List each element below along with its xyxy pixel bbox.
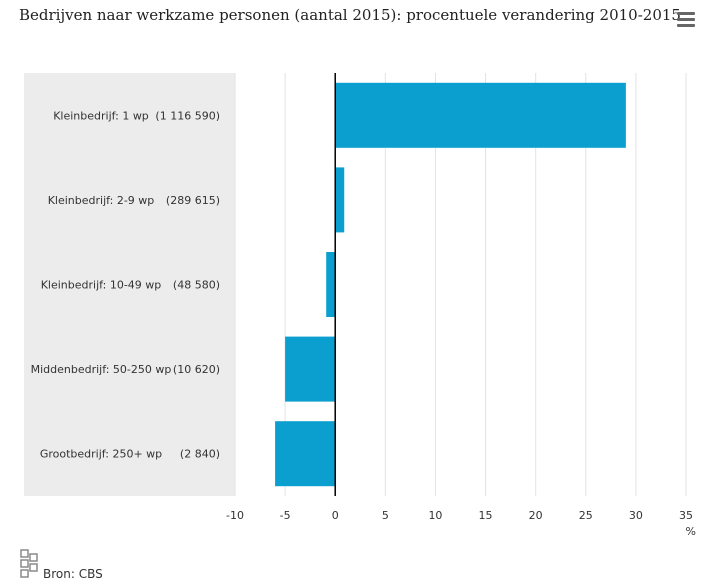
category-label: Middenbedrijf: 50-250 wp	[31, 363, 172, 376]
x-tick-label: 10	[428, 509, 442, 522]
chart-title: Bedrijven naar werkzame personen (aantal…	[19, 6, 681, 24]
category-label: Kleinbedrijf: 2-9 wp	[48, 194, 155, 207]
category-count: (2 840)	[180, 448, 220, 461]
category-count: (10 620)	[173, 363, 220, 376]
bars	[275, 82, 626, 487]
x-axis-ticks: -10 -5 0 5 10 15 20 25 30 35	[226, 509, 693, 522]
x-tick-label: -5	[280, 509, 291, 522]
x-axis-unit-label: %	[686, 525, 696, 538]
x-tick-label: 25	[579, 509, 593, 522]
hamburger-menu-icon-line	[677, 24, 695, 27]
category-count: (48 580)	[173, 279, 220, 292]
hamburger-menu-icon	[677, 12, 695, 15]
category-label: Grootbedrijf: 250+ wp	[40, 448, 162, 461]
x-tick-label: 30	[629, 509, 643, 522]
category-label: Kleinbedrijf: 10-49 wp	[41, 279, 162, 292]
x-tick-label: 20	[529, 509, 543, 522]
bar[interactable]	[275, 421, 336, 487]
bar[interactable]	[326, 252, 336, 317]
x-tick-label: -10	[226, 509, 244, 522]
source-credit: Bron: CBS	[20, 549, 103, 581]
category-labels: Kleinbedrijf: 1 wp (1 116 590) Kleinbedrij…	[31, 109, 220, 460]
category-count: (289 615)	[166, 194, 220, 207]
x-tick-label: 0	[332, 509, 339, 522]
hamburger-menu-icon-line	[677, 18, 695, 21]
cbs-logo-icon	[20, 549, 38, 578]
x-tick-label: 5	[382, 509, 389, 522]
category-label: Kleinbedrijf: 1 wp	[53, 109, 149, 122]
chart-menu-button[interactable]	[677, 12, 695, 28]
bar[interactable]	[285, 336, 336, 402]
category-label-panel	[24, 73, 235, 496]
bar[interactable]	[335, 82, 626, 148]
bar-chart: Kleinbedrijf: 1 wp (1 116 590) Kleinbedrij…	[24, 73, 696, 538]
source-label: Bron: CBS	[43, 567, 103, 581]
x-tick-label: 35	[679, 509, 693, 522]
bar[interactable]	[335, 167, 345, 233]
category-count: (1 116 590)	[155, 109, 220, 122]
x-tick-label: 15	[479, 509, 493, 522]
